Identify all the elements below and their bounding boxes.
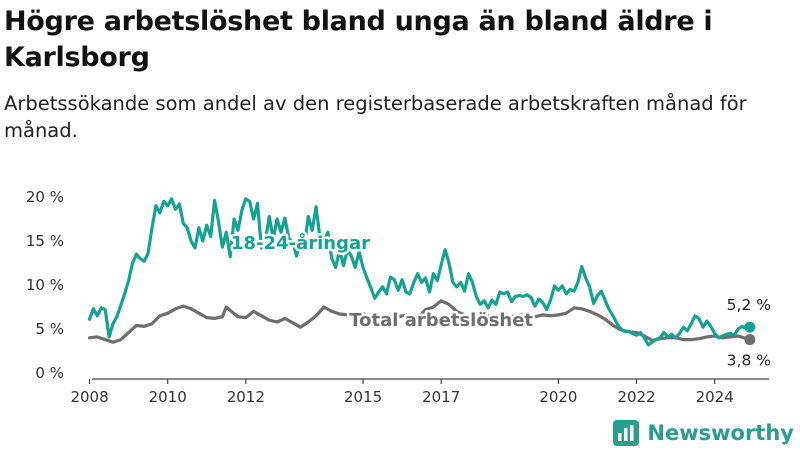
newsworthy-logo: Newsworthy [613,420,794,446]
y-tick-label: 0 % [35,364,64,382]
y-tick-label: 10 % [26,276,64,294]
x-tick-label: 2022 [617,388,655,406]
end-point-total [744,334,756,346]
y-tick-label: 20 % [26,188,64,206]
series-line-total [87,299,752,344]
x-tick-label: 2015 [344,388,382,406]
brand-name: Newsworthy [647,421,794,445]
x-tick-label: 2020 [539,388,577,406]
chart-subtitle: Arbetssökande som andel av den registerb… [4,92,747,142]
series-line-youth [87,197,752,347]
end-label-youth: 5,2 % [727,296,771,314]
end-point-youth [744,321,756,333]
newsworthy-logo-icon [613,420,640,446]
x-tick-label: 2010 [149,388,187,406]
x-tick-label: 2008 [70,388,108,406]
x-tick-label: 2012 [227,388,265,406]
series-label-youth: 18-24-åringar [231,232,370,254]
y-tick-label: 15 % [26,232,64,250]
series-label-total: Total arbetslöshet [349,310,533,331]
x-tick-label: 2017 [422,388,460,406]
x-tick-label: 2024 [696,388,734,406]
end-label-total: 3,8 % [727,352,771,370]
y-tick-label: 5 % [35,320,64,338]
chart-title: Högre arbetslöshet bland unga än bland ä… [4,6,713,73]
